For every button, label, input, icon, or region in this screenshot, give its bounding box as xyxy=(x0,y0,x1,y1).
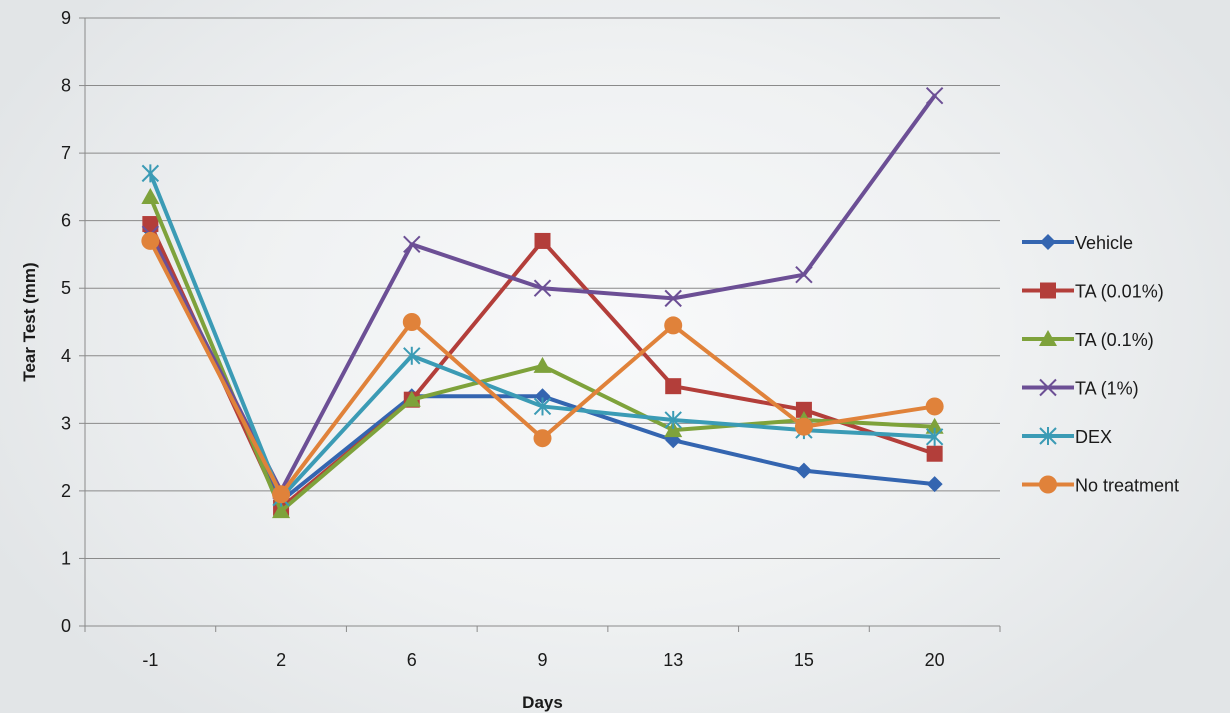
data-point-ta-0-1 xyxy=(664,421,683,438)
x-tick-label: 15 xyxy=(794,650,814,670)
data-point-vehicle xyxy=(926,476,943,493)
legend-marker xyxy=(1039,330,1057,346)
legend-label-ta-0-01: TA (0.01%) xyxy=(1075,282,1164,302)
marker-stroke xyxy=(533,279,552,297)
data-point-ta-0-1 xyxy=(402,390,421,407)
y-axis-title: Tear Test (mm) xyxy=(20,262,39,381)
legend-entry-vehicle: Vehicle xyxy=(1022,233,1133,253)
data-point-ta-1 xyxy=(925,86,944,105)
data-point-no-treatment xyxy=(141,231,160,250)
marker-stroke xyxy=(403,235,421,254)
data-point-no-treatment xyxy=(925,397,944,416)
x-tick-label: 20 xyxy=(925,650,945,670)
data-point-ta-1 xyxy=(664,289,682,308)
series-no-treatment xyxy=(141,231,944,504)
data-point-ta-1 xyxy=(795,266,813,284)
y-tick-label: 1 xyxy=(61,548,71,568)
x-tick-label: -1 xyxy=(142,650,158,670)
y-tick-label: 0 xyxy=(61,616,71,636)
legend-entry-no-treatment: No treatment xyxy=(1022,475,1179,496)
data-point-dex xyxy=(664,410,682,429)
marker-stroke xyxy=(795,266,813,284)
data-point-ta-1 xyxy=(533,279,552,297)
y-tick-label: 8 xyxy=(61,76,71,96)
legend-marker xyxy=(1040,234,1056,250)
data-point-ta-0-1 xyxy=(925,417,944,434)
data-point-ta-0-01 xyxy=(534,232,551,249)
series-line-dex xyxy=(148,171,937,500)
data-point-ta-0-1 xyxy=(141,188,160,205)
data-point-vehicle xyxy=(534,388,551,405)
data-point-ta-0-01 xyxy=(665,378,682,395)
data-point-ta-0-01 xyxy=(795,401,812,418)
x-axis-title: Days xyxy=(522,693,563,712)
data-point-dex xyxy=(925,427,944,446)
x-tick-label: 9 xyxy=(537,650,547,670)
series-lines xyxy=(141,86,944,519)
legend-marker xyxy=(1040,282,1056,299)
marker-stroke xyxy=(925,86,944,105)
data-point-ta-0-01 xyxy=(926,445,943,462)
x-tick-label: 2 xyxy=(276,650,286,670)
data-point-no-treatment xyxy=(402,313,421,331)
y-tick-label: 2 xyxy=(61,481,71,501)
data-point-dex xyxy=(141,164,160,183)
data-point-no-treatment xyxy=(664,316,683,335)
y-tick-label: 5 xyxy=(61,278,71,298)
x-tick-label: 6 xyxy=(407,650,417,670)
data-point-no-treatment xyxy=(794,417,813,436)
data-point-dex xyxy=(403,346,421,365)
data-point-no-treatment xyxy=(533,429,552,448)
data-point-ta-0-1 xyxy=(272,502,291,519)
legend-entry-ta-0-01: TA (0.01%) xyxy=(1022,282,1164,302)
legend-label-vehicle: Vehicle xyxy=(1075,233,1133,253)
y-tick-label: 4 xyxy=(61,346,71,366)
legend-label-ta-1: TA (1%) xyxy=(1075,379,1139,399)
legend-marker xyxy=(1039,475,1057,494)
data-point-ta-0-01 xyxy=(142,216,159,233)
legend-entry-ta-1: TA (1%) xyxy=(1022,379,1139,399)
legend-label-ta-0-1: TA (0.1%) xyxy=(1075,330,1154,350)
y-tick-label: 3 xyxy=(61,413,71,433)
data-point-vehicle xyxy=(795,462,812,479)
legend: Vehicle TA (0.01%) TA (0.1%) TA (1%) DEX No t… xyxy=(1022,233,1179,496)
legend-label-no-treatment: No treatment xyxy=(1075,476,1179,496)
y-tick-label: 6 xyxy=(61,211,71,231)
data-point-no-treatment xyxy=(272,485,291,504)
data-point-ta-0-1 xyxy=(533,356,552,373)
data-point-ta-1 xyxy=(403,235,421,254)
legend-marker xyxy=(1039,427,1057,445)
legend-label-dex: DEX xyxy=(1075,427,1112,447)
y-tick-label: 9 xyxy=(61,8,71,28)
grid-lines xyxy=(85,17,1000,559)
legend-entry-ta-0-1: TA (0.1%) xyxy=(1022,330,1154,350)
axes: 0 1 2 3 4 5 6 7 8 9 -1 2 6 9 13 15 20 xyxy=(61,8,1001,670)
data-point-dex xyxy=(533,397,552,416)
legend-marker xyxy=(1039,378,1057,397)
y-tick-label: 7 xyxy=(61,143,71,163)
marker-stroke xyxy=(1039,378,1057,397)
x-tick-label: 13 xyxy=(663,650,683,670)
marker-stroke xyxy=(664,289,682,308)
legend-entry-dex: DEX xyxy=(1022,427,1112,447)
